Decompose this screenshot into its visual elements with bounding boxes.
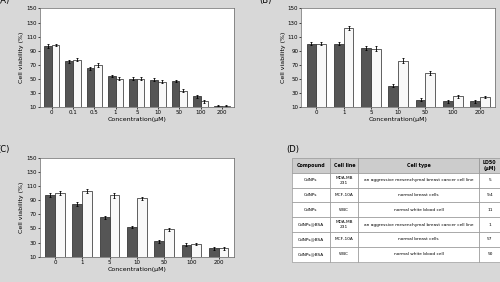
Y-axis label: Cell viability (%): Cell viability (%) xyxy=(19,182,24,233)
Bar xyxy=(443,101,452,114)
Bar xyxy=(45,195,55,264)
Bar xyxy=(316,44,326,114)
Bar xyxy=(361,48,371,114)
X-axis label: Concentration(μM): Concentration(μM) xyxy=(108,117,166,122)
Bar xyxy=(137,79,144,114)
Text: (B): (B) xyxy=(259,0,271,5)
Bar xyxy=(52,45,60,114)
Bar xyxy=(200,101,208,114)
Bar xyxy=(398,61,408,114)
Bar xyxy=(214,105,222,114)
Bar xyxy=(137,198,146,264)
Bar xyxy=(158,81,166,114)
Bar xyxy=(344,28,353,114)
Bar xyxy=(426,73,436,114)
Bar xyxy=(180,91,187,114)
X-axis label: Concentration(μM): Concentration(μM) xyxy=(108,267,166,272)
Bar xyxy=(108,76,116,114)
Bar xyxy=(94,65,102,114)
Y-axis label: Cell viability (%): Cell viability (%) xyxy=(19,32,24,83)
Bar xyxy=(470,101,480,114)
Bar xyxy=(154,241,164,264)
Bar xyxy=(73,60,80,114)
Bar xyxy=(193,96,200,114)
Y-axis label: Cell viability (%): Cell viability (%) xyxy=(280,32,285,83)
X-axis label: Concentration(μM): Concentration(μM) xyxy=(369,117,428,122)
Bar xyxy=(306,44,316,114)
Text: (A): (A) xyxy=(0,0,10,5)
Bar xyxy=(129,79,137,114)
Bar xyxy=(334,44,344,114)
Text: (C): (C) xyxy=(0,145,10,154)
Bar xyxy=(218,248,228,264)
Bar xyxy=(86,68,94,114)
Bar xyxy=(100,217,110,264)
Bar xyxy=(371,49,380,114)
Bar xyxy=(82,191,92,264)
Bar xyxy=(172,81,179,114)
Bar xyxy=(452,96,462,114)
Bar xyxy=(66,61,73,114)
Bar xyxy=(44,46,52,114)
Bar xyxy=(209,248,218,264)
Bar xyxy=(110,195,120,264)
Bar xyxy=(55,193,65,264)
Bar xyxy=(192,244,201,264)
Bar xyxy=(164,229,174,264)
Bar xyxy=(116,79,123,114)
Bar xyxy=(150,80,158,114)
Bar xyxy=(480,97,490,114)
Bar xyxy=(388,86,398,114)
Bar xyxy=(222,105,230,114)
Bar xyxy=(182,245,192,264)
Text: (D): (D) xyxy=(286,145,299,154)
Bar xyxy=(72,204,83,264)
Bar xyxy=(127,227,137,264)
Bar xyxy=(416,100,426,114)
